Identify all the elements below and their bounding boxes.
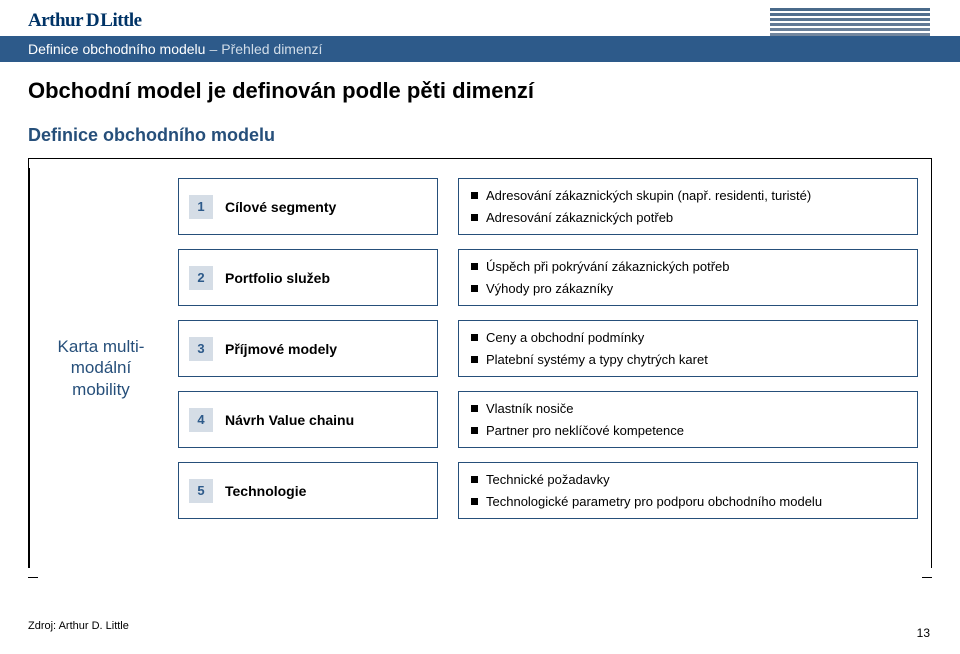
dimension-desc-1: Adresování zákaznických skupin (např. re… xyxy=(458,178,918,235)
dimension-box-3: 3 Příjmové modely xyxy=(178,320,438,377)
dimension-label: Příjmové modely xyxy=(225,341,337,357)
dimension-desc-3: Ceny a obchodní podmínky Platební systém… xyxy=(458,320,918,377)
page-title: Obchodní model je definován podle pěti d… xyxy=(28,78,534,104)
source-attribution: Zdroj: Arthur D. Little xyxy=(28,620,129,632)
dimension-row: 2 Portfolio služeb Úspěch při pokrývání … xyxy=(178,249,918,306)
dimension-number: 5 xyxy=(189,479,213,503)
dimension-label: Portfolio služeb xyxy=(225,270,330,286)
dimension-number: 4 xyxy=(189,408,213,432)
dimension-box-1: 1 Cílové segmenty xyxy=(178,178,438,235)
left-label-area: Karta multi- modální mobility xyxy=(36,176,166,560)
dimension-label: Návrh Value chainu xyxy=(225,412,354,428)
strip-separator: – xyxy=(209,41,217,57)
dimension-number: 1 xyxy=(189,195,213,219)
strip-title: Definice obchodního modelu xyxy=(28,41,205,57)
left-label: Karta multi- modální mobility xyxy=(58,336,145,400)
dimension-desc-2: Úspěch při pokrývání zákaznických potřeb… xyxy=(458,249,918,306)
strip-subtitle: Přehled dimenzí xyxy=(221,41,322,57)
dimension-label: Technologie xyxy=(225,483,306,499)
dimension-desc-5: Technické požadavky Technologické parame… xyxy=(458,462,918,519)
dimension-label: Cílové segmenty xyxy=(225,199,336,215)
section-title: Definice obchodního modelu xyxy=(28,125,275,146)
dimension-desc-4: Vlastník nosiče Partner pro neklíčové ko… xyxy=(458,391,918,448)
page-number: 13 xyxy=(917,626,930,640)
dimension-number: 3 xyxy=(189,337,213,361)
dimension-row: 3 Příjmové modely Ceny a obchodní podmín… xyxy=(178,320,918,377)
bracket-container: Karta multi- modální mobility 1 Cílové s… xyxy=(28,158,932,578)
dimension-rows: 1 Cílové segmenty Adresování zákaznickýc… xyxy=(178,178,918,519)
dimension-box-5: 5 Technologie xyxy=(178,462,438,519)
breadcrumb-strip: Definice obchodního modelu – Přehled dim… xyxy=(0,36,960,62)
dimension-row: 5 Technologie Technické požadavky Techno… xyxy=(178,462,918,519)
dimension-box-2: 2 Portfolio služeb xyxy=(178,249,438,306)
dimension-number: 2 xyxy=(189,266,213,290)
logo-text: Arthur D Little xyxy=(28,10,142,31)
logo: Arthur D Little xyxy=(28,10,142,32)
dimension-row: 1 Cílové segmenty Adresování zákaznickýc… xyxy=(178,178,918,235)
dimension-box-4: 4 Návrh Value chainu xyxy=(178,391,438,448)
dimension-row: 4 Návrh Value chainu Vlastník nosiče Par… xyxy=(178,391,918,448)
